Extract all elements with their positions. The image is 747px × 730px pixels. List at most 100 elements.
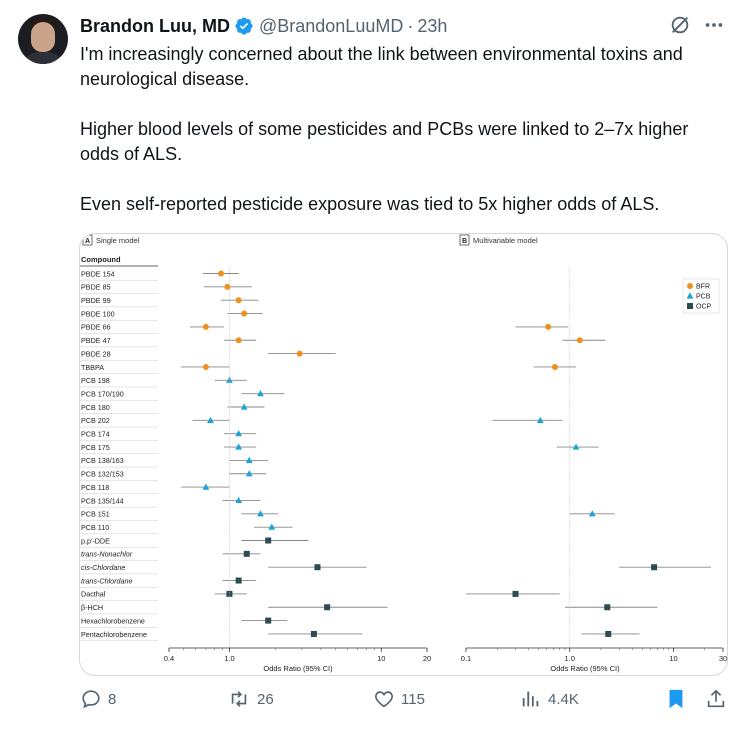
compound-label: cis-Chlordane [81, 563, 125, 572]
panel-b-point [512, 590, 519, 597]
panel-a-tick-label: 1.0 [224, 654, 234, 663]
panel-a-point [245, 470, 253, 477]
compound-label: PCB 135/144 [81, 496, 124, 505]
forest-row: Hexachlorobenzene [80, 616, 288, 628]
legend-label: PCB [696, 294, 711, 301]
compound-label: PCB 151 [81, 510, 110, 519]
panel-a-point [207, 416, 214, 423]
panel-a-tick-label: 10 [377, 654, 385, 663]
forest-row: PBDE 85 [80, 283, 252, 294]
panel-a-point [235, 496, 243, 504]
panel-b-tag: B [462, 238, 467, 245]
compound-label: PBDE 66 [81, 323, 111, 332]
panel-a-point [268, 523, 276, 530]
share-action[interactable] [705, 688, 727, 710]
forest-row: PCB 170/190 [80, 389, 285, 401]
compound-column-header: Compound [81, 255, 121, 264]
tweet-header: Brandon Luu, MD @BrandonLuuMD · 23h [80, 14, 447, 38]
post-time[interactable]: 23h [417, 15, 448, 36]
share-icon [707, 689, 725, 708]
forest-row: PCB 135/144 [80, 496, 261, 508]
repost-action[interactable]: 26 [227, 688, 274, 710]
compound-label: β-HCH [81, 603, 103, 612]
panel-a-point [257, 390, 264, 397]
tweet-media-image[interactable]: A Single model B Multivariable model Com… [79, 233, 728, 676]
panel-b-xlabel: Odds Ratio (95% CI) [550, 664, 620, 673]
panel-b-point [605, 630, 612, 637]
panel-a-point [202, 323, 209, 330]
compound-label: PCB 110 [81, 523, 109, 532]
panel-a-tick-label: 0.4 [164, 654, 174, 663]
like-count: 115 [401, 690, 425, 708]
compound-label: PBDE 28 [81, 349, 111, 358]
forest-row: PBDE 100 [80, 309, 263, 321]
compound-label: PCB 175 [81, 443, 110, 452]
views-chart-icon [522, 691, 539, 707]
legend-marker [687, 303, 693, 309]
header-separator: · [407, 15, 414, 36]
panel-b-tick-label: 0.1 [461, 654, 471, 663]
compound-label: TBBPA [81, 363, 104, 372]
compound-label: trans-Chlordane [81, 576, 133, 585]
panel-a-point [235, 337, 242, 344]
panel-a-point [243, 550, 250, 557]
compound-label: PCB 202 [81, 416, 110, 425]
forest-row: p,p′-DDE [80, 536, 309, 548]
verified-badge-icon [235, 17, 253, 35]
forest-row: PCB 132/153 [80, 470, 267, 481]
panel-a-point [245, 456, 253, 463]
compound-label: PCB 118 [81, 483, 109, 492]
views-count: 4.4K [548, 690, 579, 708]
views-action[interactable]: 4.4K [520, 688, 579, 710]
panel-a-point [324, 604, 331, 611]
compound-label: PBDE 85 [81, 283, 111, 292]
grok-icon[interactable] [669, 14, 691, 36]
legend-label: OCP [696, 304, 712, 311]
reply-action[interactable]: 8 [80, 688, 116, 710]
more-options-icon[interactable] [703, 14, 725, 36]
compound-label: PCB 170/190 [81, 389, 124, 398]
compound-label: PCB 198 [81, 376, 110, 385]
panel-a-xlabel: Odds Ratio (95% CI) [263, 664, 333, 673]
repost-count: 26 [257, 690, 274, 708]
compound-label: p,p′-DDE [81, 536, 110, 545]
forest-row: PCB 118 [80, 483, 230, 495]
forest-row: PCB 180 [80, 403, 265, 414]
panel-a-point [224, 283, 231, 290]
compound-label: Dacthal [81, 590, 106, 599]
forest-row: PCB 151 [80, 510, 615, 521]
author-name[interactable]: Brandon Luu, MD [80, 15, 230, 36]
heart-icon [375, 691, 393, 708]
compound-label: Pentachlorobenzene [81, 630, 147, 639]
forest-row: PCB 110 [80, 523, 293, 535]
panel-b-point [588, 510, 596, 517]
panel-a-tick-label: 20 [423, 654, 431, 663]
panel-b-point [536, 416, 544, 423]
panel-a-point [257, 510, 264, 517]
bookmark-action[interactable] [666, 688, 686, 710]
panel-a-point [296, 350, 303, 357]
author-avatar[interactable] [18, 14, 68, 64]
forest-row: PBDE 66 [80, 323, 569, 334]
tweet-text: I'm increasingly concerned about the lin… [80, 42, 730, 242]
forest-row: TBBPA [80, 363, 577, 374]
compound-label: PBDE 99 [81, 296, 111, 305]
legend-marker [686, 292, 694, 299]
avatar-shirt [20, 52, 66, 64]
tweet-paragraph-1: I'm increasingly concerned about the lin… [80, 44, 683, 89]
panel-b-title: Multivariable model [473, 236, 538, 245]
forest-row: trans-Chlordane [80, 576, 257, 588]
panel-a-point [265, 537, 272, 544]
panel-a-point [217, 270, 224, 277]
panel-b-point [576, 337, 583, 344]
panel-b-tag-box [459, 234, 470, 246]
forest-row: cis-Chlordane [80, 563, 712, 575]
author-handle[interactable]: @BrandonLuuMD [258, 15, 404, 36]
legend-label: BFR [696, 284, 710, 291]
like-action[interactable]: 115 [373, 688, 425, 710]
avatar-face [31, 22, 55, 52]
panel-b-point [604, 604, 611, 611]
panel-b-tick-label: 30 [719, 654, 727, 663]
panel-b-tick-label: 10 [669, 654, 677, 663]
compound-label: PCB 174 [81, 430, 110, 439]
